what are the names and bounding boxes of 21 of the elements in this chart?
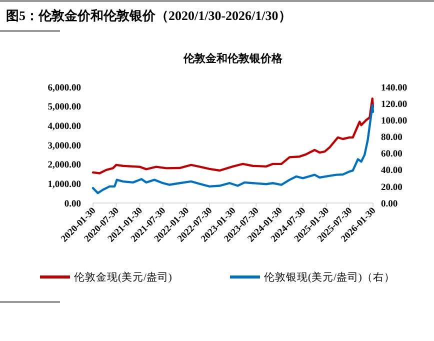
- y2-tick-label: 120.00: [381, 100, 408, 110]
- legend-label: 伦敦银现(美元/盎司)（右）: [264, 270, 395, 284]
- y2-tick-label: 140.00: [381, 83, 408, 94]
- y-tick-label: 5,000.00: [48, 102, 82, 113]
- y2-tick-label: 0.00: [381, 199, 398, 210]
- line-series: [92, 98, 374, 174]
- y2-tick-label: 20.00: [381, 182, 403, 193]
- chart-subtitle: 伦敦金和伦敦银价格: [182, 52, 284, 65]
- y2-tick-label: 60.00: [381, 150, 403, 160]
- y-tick-label: 2,000.00: [48, 160, 82, 171]
- y-tick-label: 0.00: [64, 199, 82, 210]
- line-series: [92, 104, 374, 194]
- legend-label: 伦敦金现(美元/盎司): [74, 270, 172, 284]
- y-tick-label: 4,000.00: [48, 122, 82, 132]
- y2-tick-label: 100.00: [381, 116, 408, 126]
- y2-tick-label: 80.00: [381, 133, 403, 144]
- chart-title: 图5：伦敦金价和伦敦银价（2020/1/30-2026/1/30）: [6, 8, 292, 23]
- y-tick-label: 3,000.00: [48, 141, 82, 152]
- y2-tick-label: 40.00: [381, 166, 403, 176]
- y-tick-label: 1,000.00: [48, 180, 82, 190]
- y-tick-label: 6,000.00: [48, 83, 82, 94]
